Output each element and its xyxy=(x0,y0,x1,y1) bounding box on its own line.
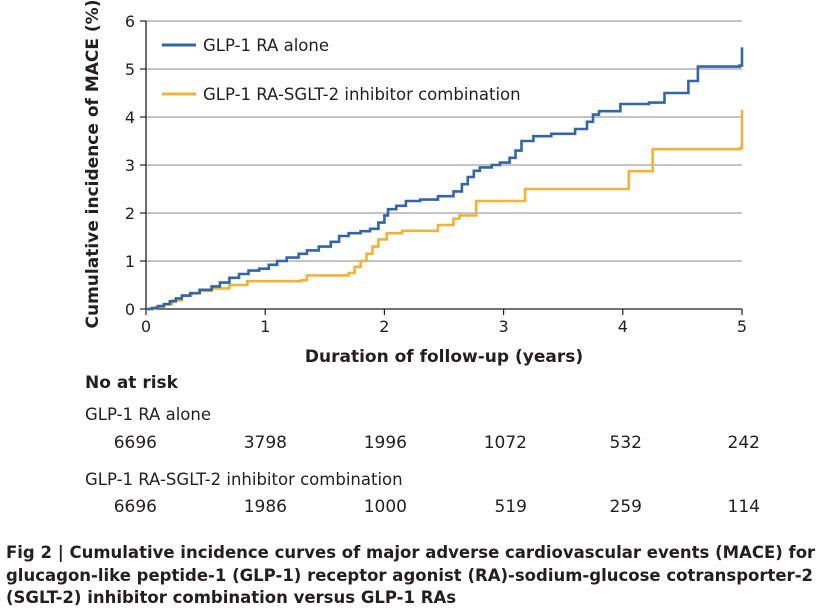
y-tick-label: 5 xyxy=(125,60,135,79)
risk-count: 6696 xyxy=(113,433,157,453)
x-tick-label: 1 xyxy=(260,317,270,336)
y-tick-label: 0 xyxy=(125,300,135,319)
y-tick-label: 3 xyxy=(125,156,135,175)
risk-group-label: GLP-1 RA-SGLT-2 inhibitor combination xyxy=(85,470,403,489)
x-tick-label: 5 xyxy=(737,317,747,336)
risk-count: 6696 xyxy=(113,497,157,517)
x-tick-label: 2 xyxy=(379,317,389,336)
figure-caption: Fig 2 | Cumulative incidence curves of m… xyxy=(6,543,816,607)
y-tick-label: 2 xyxy=(125,204,135,223)
series-line-combination xyxy=(146,109,744,311)
risk-count: 242 xyxy=(727,433,760,453)
risk-count: 1000 xyxy=(363,497,407,517)
legend-label: GLP-1 RA-SGLT-2 inhibitor combination xyxy=(203,85,521,104)
risk-count: 3798 xyxy=(243,433,287,453)
risk-count: 259 xyxy=(609,497,642,517)
y-tick-label: 6 xyxy=(125,12,135,31)
risk-count: 532 xyxy=(609,433,642,453)
axes: 0 1 2 3 4 5 6 0 1 2 3 4 5 xyxy=(125,12,747,336)
risk-table-title: No at risk xyxy=(85,373,178,393)
legend: GLP-1 RA alone GLP-1 RA-SGLT-2 inhibitor … xyxy=(162,36,521,104)
y-tick-label: 1 xyxy=(125,252,135,271)
risk-count: 1072 xyxy=(483,433,527,453)
y-tick-label: 4 xyxy=(125,108,135,127)
cumulative-incidence-chart: 0 1 2 3 4 5 6 0 1 2 3 4 5 GLP-1 RA alone GLP-1 RA-SGL… xyxy=(83,0,747,367)
risk-count: 114 xyxy=(727,497,760,517)
x-axis-title: Duration of follow-up (years) xyxy=(305,347,583,367)
risk-count: 519 xyxy=(494,497,527,517)
y-axis-title: Cumulative incidence of MACE (%) xyxy=(83,0,103,329)
x-tick-label: 3 xyxy=(499,317,509,336)
x-tick-label: 0 xyxy=(141,317,151,336)
risk-count: 1986 xyxy=(243,497,287,517)
series-line-glp1-alone xyxy=(146,47,744,311)
x-tick-label: 4 xyxy=(618,317,628,336)
risk-group-label: GLP-1 RA alone xyxy=(85,405,211,424)
legend-label: GLP-1 RA alone xyxy=(203,36,329,55)
gridlines xyxy=(146,20,742,262)
series-group xyxy=(146,47,744,311)
risk-count: 1996 xyxy=(363,433,407,453)
